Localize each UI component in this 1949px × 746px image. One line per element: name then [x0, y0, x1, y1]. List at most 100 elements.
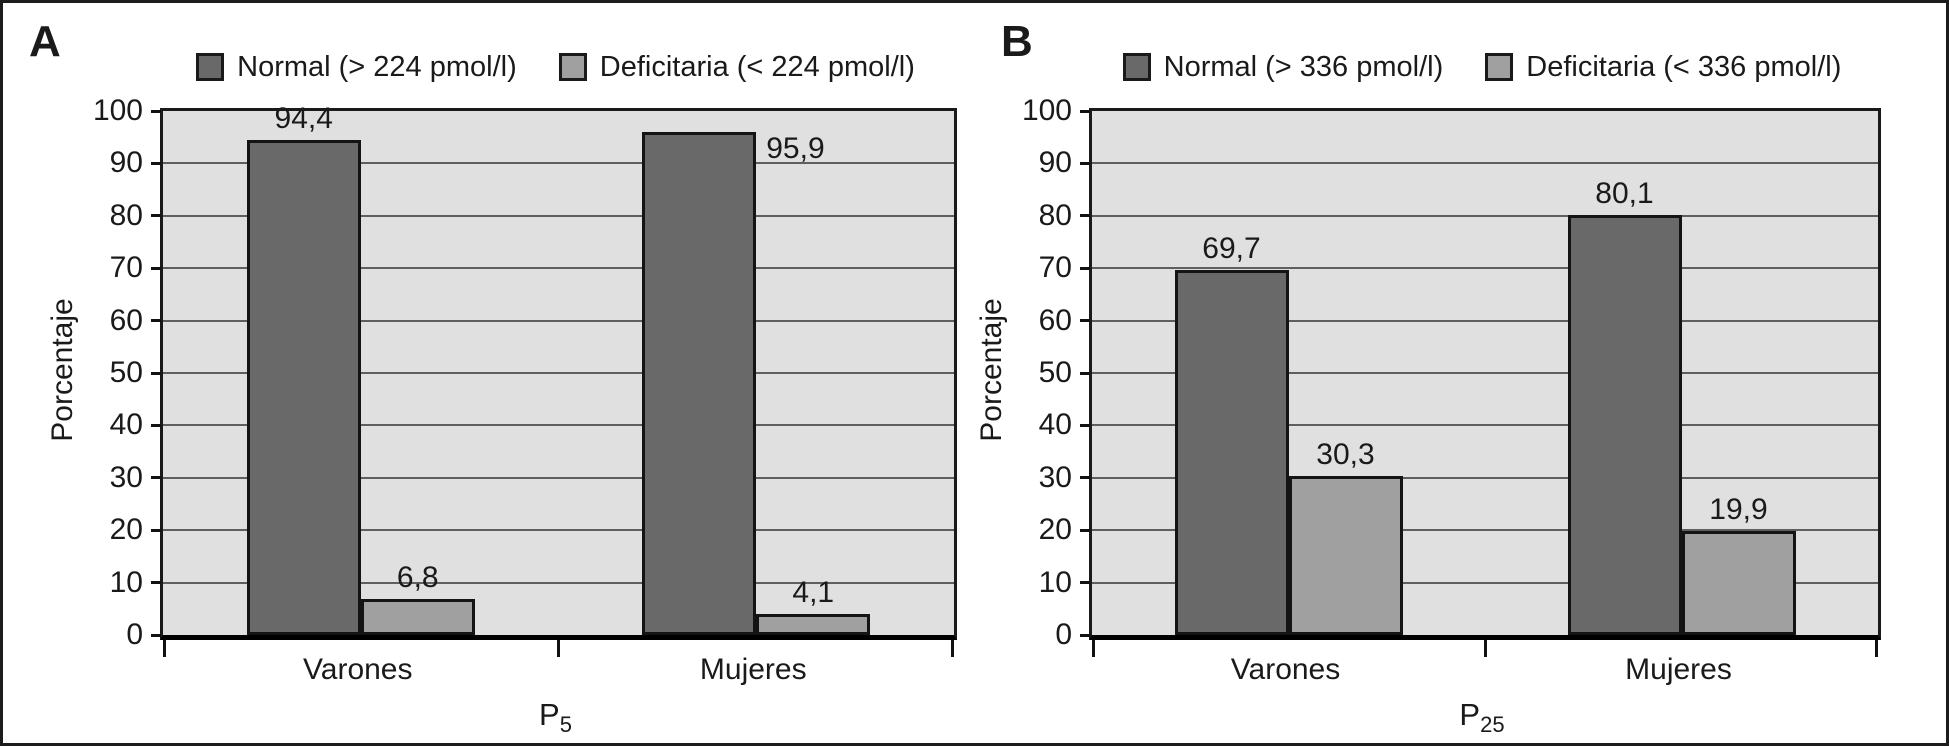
gridline — [163, 214, 954, 217]
bar-value-label: 4,1 — [792, 575, 835, 609]
y-tick-label: 10 — [1038, 565, 1072, 599]
gridline — [1092, 476, 1878, 479]
legend-swatch-icon — [1122, 53, 1151, 81]
y-tick-label: 60 — [109, 303, 143, 337]
x-axis-title: P5 — [539, 697, 572, 738]
y-tick-label: 70 — [1038, 251, 1072, 285]
legend-swatch-icon — [558, 53, 587, 81]
bar-deficitaria-mujeres — [756, 613, 871, 635]
x-tick-mark — [1483, 640, 1487, 657]
bar-value-label: 19,9 — [1709, 492, 1768, 526]
y-tick-mark — [1080, 161, 1090, 165]
gridline — [163, 319, 954, 322]
bar-normal-varones — [246, 140, 361, 635]
y-tick-mark — [151, 633, 161, 637]
plot-area: 0 10 20 30 40 50 60 70 80 90 100 94,4 6,8 95,9 4,1 — [93, 94, 957, 657]
panel-b: B Normal (> 336 pmol/l) Deficitaria (< 33… — [975, 3, 1946, 743]
y-tick-mark — [1080, 423, 1090, 427]
y-tick-label: 100 — [92, 94, 143, 127]
x-category-label: Varones — [302, 653, 413, 686]
x-axis-title-subscript: 25 — [1480, 712, 1505, 738]
y-tick-label: 70 — [109, 251, 143, 285]
x-axis-title-base: P — [1459, 697, 1481, 732]
y-tick-mark — [1080, 528, 1090, 532]
bar-normal-varones — [1174, 269, 1289, 635]
bar-value-label: 94,4 — [274, 102, 333, 136]
x-tick-mark — [1875, 640, 1878, 657]
legend: Normal (> 224 pmol/l) Deficitaria (< 224 … — [160, 47, 951, 87]
legend: Normal (> 336 pmol/l) Deficitaria (< 336 … — [1089, 47, 1875, 87]
panel-label: B — [1001, 17, 1034, 66]
y-tick-label: 80 — [109, 198, 143, 232]
y-tick-mark — [1080, 633, 1090, 637]
y-tick-label: 10 — [109, 565, 143, 599]
legend-label: Normal (> 336 pmol/l) — [1163, 50, 1444, 83]
bar-deficitaria-varones — [1288, 476, 1403, 635]
y-tick-mark — [151, 581, 161, 585]
y-tick-label: 50 — [1038, 356, 1072, 389]
y-tick-label: 30 — [109, 460, 143, 494]
x-tick-mark — [163, 640, 166, 657]
y-tick-mark — [1080, 371, 1090, 375]
gridline — [163, 424, 954, 427]
y-tick-mark — [1080, 319, 1090, 323]
y-tick-mark — [1080, 109, 1090, 113]
y-tick-label: 100 — [1021, 94, 1072, 127]
y-tick-mark — [151, 371, 161, 375]
legend-swatch-icon — [1485, 53, 1514, 81]
gridline — [163, 267, 954, 270]
gridline — [163, 162, 954, 165]
legend-item: Deficitaria (< 224 pmol/l) — [558, 50, 915, 84]
y-tick-mark — [151, 214, 161, 218]
legend-label: Deficitaria (< 224 pmol/l) — [599, 50, 915, 83]
y-tick-mark — [151, 109, 161, 113]
legend-label: Normal (> 224 pmol/l) — [237, 50, 517, 83]
bar-normal-mujeres — [1567, 215, 1682, 635]
y-tick-label: 40 — [1038, 408, 1072, 442]
bar-deficitaria-varones — [360, 599, 475, 635]
bar-deficitaria-mujeres — [1681, 530, 1796, 635]
x-axis-title-base: P — [539, 697, 560, 732]
y-tick-label: 0 — [1055, 618, 1072, 651]
gridline — [1092, 162, 1878, 165]
x-axis-title: P25 — [1459, 697, 1504, 738]
y-tick-mark — [1080, 581, 1090, 585]
x-category-label: Mujeres — [699, 653, 807, 686]
gridline — [163, 529, 954, 532]
y-tick-label: 20 — [109, 513, 143, 547]
y-tick-label: 60 — [1038, 303, 1072, 337]
y-tick-label: 90 — [1038, 146, 1072, 180]
y-tick-label: 40 — [109, 408, 143, 442]
y-tick-mark — [151, 161, 161, 165]
y-tick-label: 80 — [1038, 198, 1072, 232]
gridline — [1092, 372, 1878, 374]
y-tick-mark — [1080, 214, 1090, 218]
legend-item: Deficitaria (< 336 pmol/l) — [1485, 51, 1841, 84]
legend-label: Deficitaria (< 336 pmol/l) — [1526, 50, 1842, 83]
y-tick-mark — [1080, 266, 1090, 270]
x-tick-mark — [557, 640, 560, 657]
gridline — [163, 581, 954, 584]
bar-value-label: 30,3 — [1316, 438, 1375, 472]
y-tick-mark — [151, 476, 161, 480]
panel-label: A — [29, 17, 62, 66]
y-tick-label: 0 — [126, 618, 143, 651]
x-tick-mark — [951, 640, 954, 657]
gridline — [1092, 424, 1878, 427]
y-tick-label: 50 — [109, 356, 143, 389]
gridline — [163, 372, 954, 374]
legend-item: Normal (> 224 pmol/l) — [196, 51, 517, 84]
gridline — [1092, 214, 1878, 217]
gridline — [1092, 267, 1878, 270]
gridline — [1092, 319, 1878, 322]
y-tick-label: 20 — [1038, 513, 1072, 547]
plot-area: 0 10 20 30 40 50 60 70 80 90 100 69,7 30,3 80,1 19,9 — [1022, 94, 1881, 657]
legend-item: Normal (> 336 pmol/l) — [1122, 50, 1444, 84]
y-tick-mark — [151, 319, 161, 323]
y-tick-mark — [151, 423, 161, 427]
y-tick-mark — [151, 528, 161, 532]
gridline — [163, 476, 954, 479]
legend-swatch-icon — [196, 53, 225, 81]
y-tick-label: 90 — [109, 146, 143, 180]
